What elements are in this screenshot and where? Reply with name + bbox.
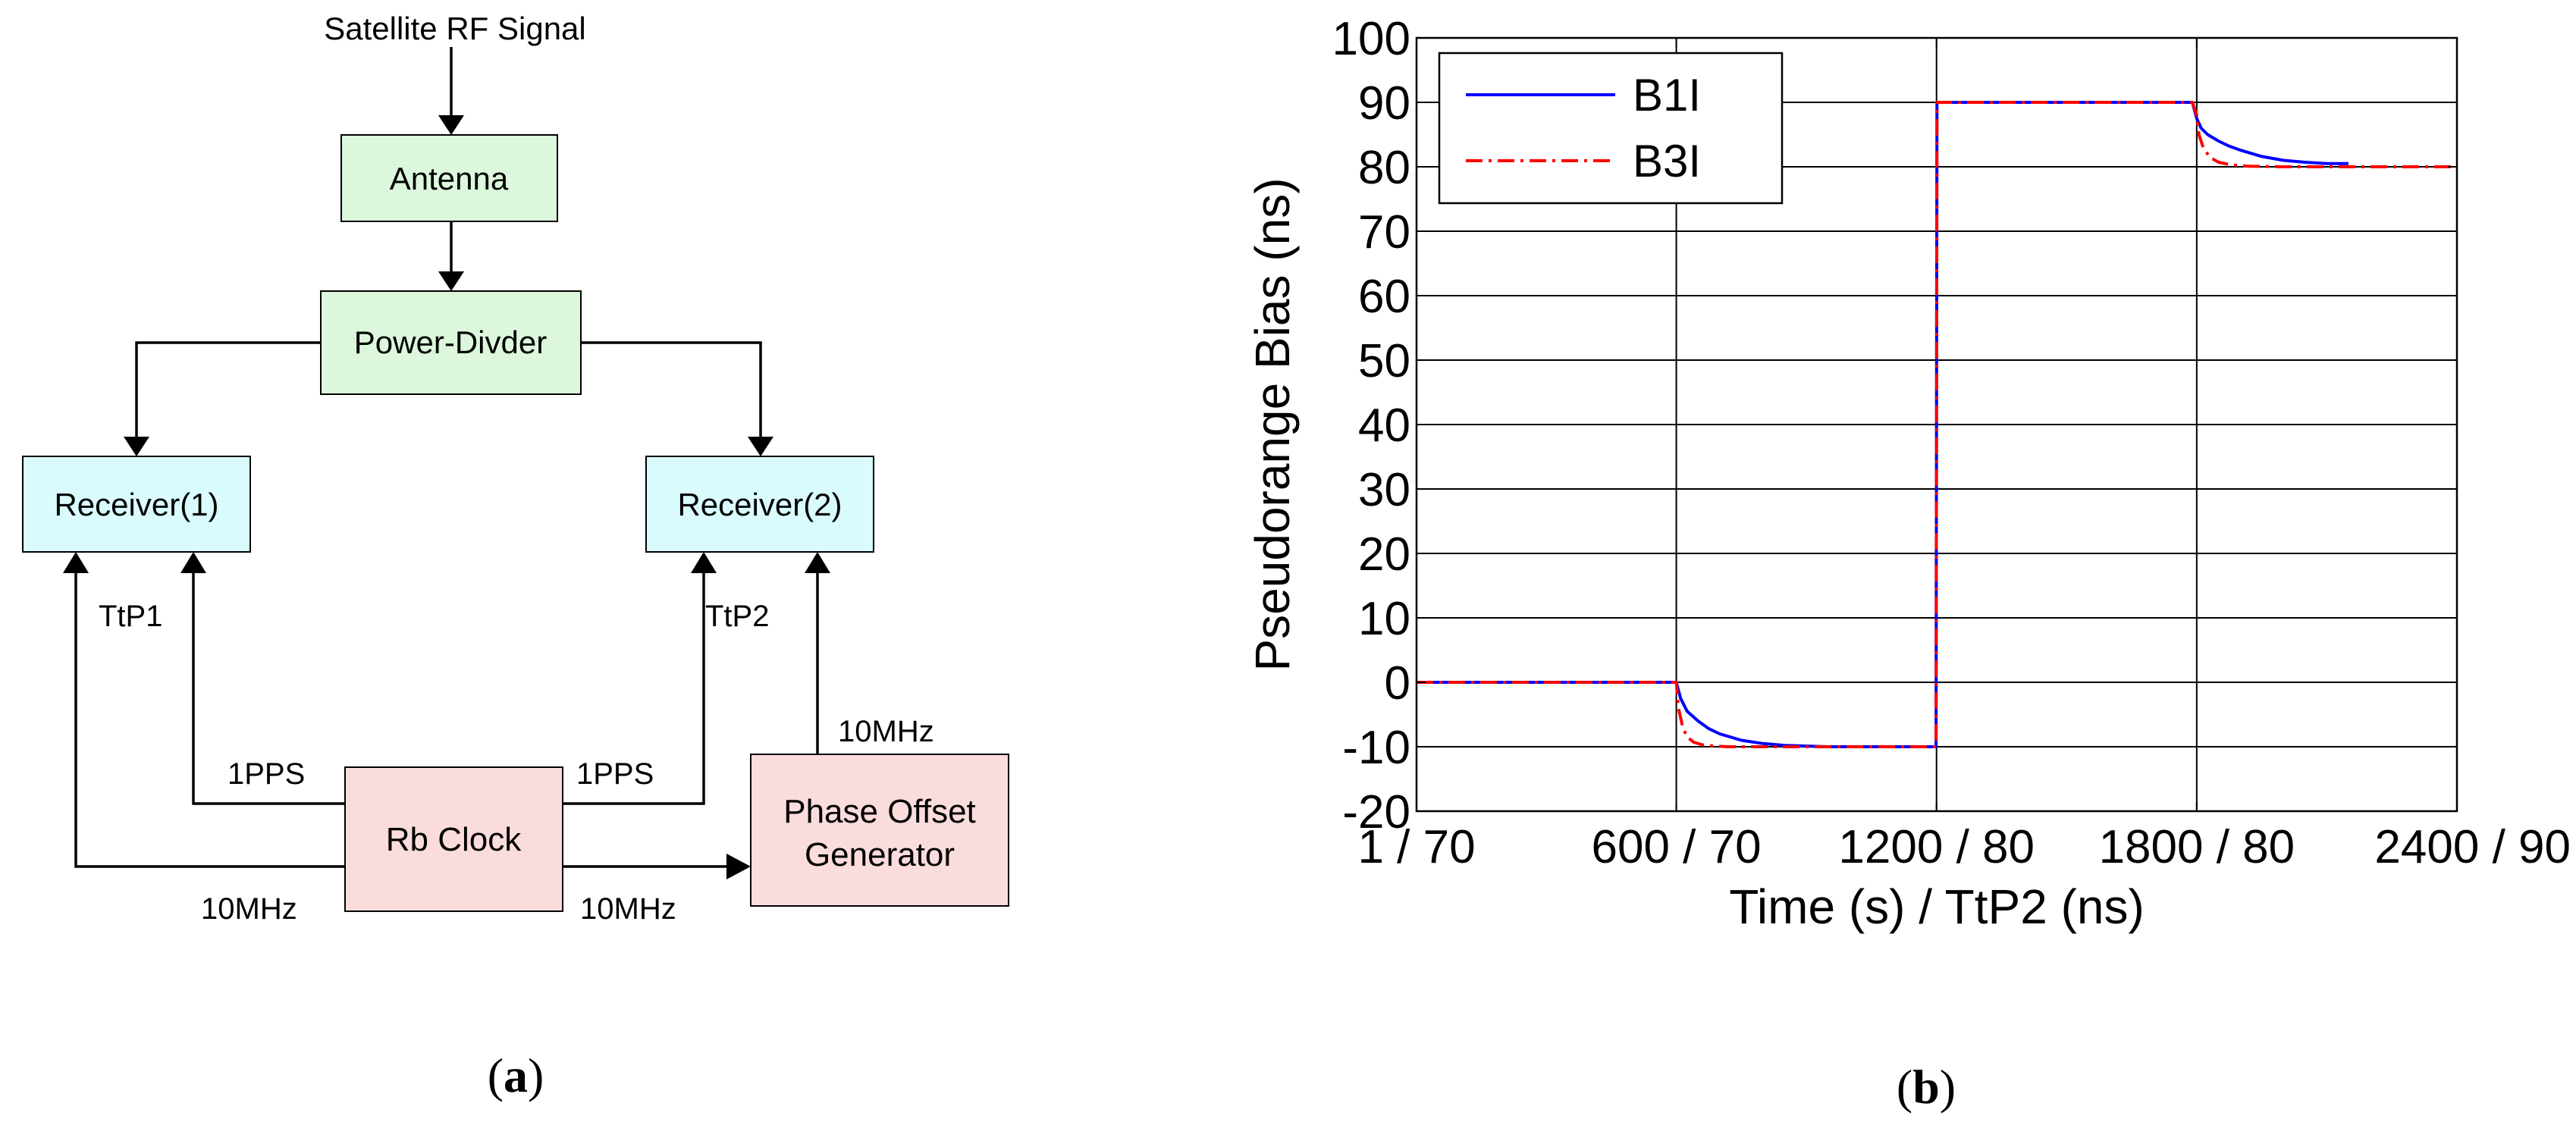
arrowhead-icon xyxy=(691,552,717,573)
arrowhead-icon xyxy=(438,271,464,291)
y-tick-label: 10 xyxy=(1358,593,1410,645)
phase-offset-label-line2: Generator xyxy=(805,836,955,873)
10mhz-top-label: 10MHz xyxy=(838,715,934,748)
connection-lines xyxy=(63,47,830,879)
y-tick-label: -20 xyxy=(1342,786,1410,838)
y-tick-label: 90 xyxy=(1358,77,1410,130)
receiver2-block: Receiver(2) xyxy=(645,456,874,553)
arrow-divider-receiver1 xyxy=(135,341,321,447)
power-divider-label: Power-Divder xyxy=(354,324,547,360)
legend-label-b1i: B1I xyxy=(1633,70,1701,121)
y-tick-label: 20 xyxy=(1358,528,1410,581)
arrowhead-icon xyxy=(805,552,830,573)
y-tick-label: -10 xyxy=(1342,722,1410,774)
arrowhead-icon xyxy=(63,552,89,573)
arrow-clock-10mhz-receiver1 xyxy=(74,563,345,868)
arrowhead-icon xyxy=(180,552,206,573)
1pps-right-label: 1PPS xyxy=(576,757,654,791)
y-tick-label: 80 xyxy=(1358,142,1410,194)
legend: B1I B3I xyxy=(1438,52,1784,205)
receiver2-label: Receiver(2) xyxy=(677,487,842,522)
x-tick-label: 2400 / 90 xyxy=(2374,821,2571,873)
x-axis-label: Time (s) / TtP2 (ns) xyxy=(1729,879,2145,934)
block-diagram: Satellite RF Signal xyxy=(22,11,1009,1102)
y-tick-label: 100 xyxy=(1332,13,1410,65)
x-tick-label: 1 / 70 xyxy=(1357,821,1475,873)
10mhz-mid-label: 10MHz xyxy=(580,892,676,926)
receiver1-label: Receiver(1) xyxy=(54,487,218,522)
axis-ticks: -20 -10 0 10 20 30 40 50 60 70 80 90 100 1 / 70 600 / … xyxy=(1332,13,2571,873)
y-tick-label: 50 xyxy=(1358,335,1410,387)
series-line-b3i xyxy=(1417,101,2457,748)
arrowhead-icon xyxy=(124,437,149,456)
arrowhead-icon xyxy=(438,115,464,135)
receiver1-block: Receiver(1) xyxy=(22,456,251,553)
rb-clock-label: Rb Clock xyxy=(386,821,522,858)
arrow-clock-1pps-receiver2 xyxy=(563,563,705,805)
series-lines xyxy=(1417,101,2457,748)
antenna-label: Antenna xyxy=(390,161,509,196)
caption-b: (b) xyxy=(1897,1060,1956,1114)
x-tick-label: 1200 / 80 xyxy=(1838,821,2035,873)
arrow-divider-receiver2 xyxy=(581,341,762,447)
arrowhead-icon xyxy=(748,437,773,456)
legend-label-b3i: B3I xyxy=(1633,136,1701,186)
10mhz-left-label: 10MHz xyxy=(201,892,297,926)
x-tick-label: 600 / 70 xyxy=(1592,821,1762,873)
rb-clock-block: Rb Clock xyxy=(344,766,563,912)
line-chart: -20 -10 0 10 20 30 40 50 60 70 80 90 100 1 / 70 600 / … xyxy=(1245,13,2571,1114)
input-signal-label: Satellite RF Signal xyxy=(324,11,586,46)
ttp2-label: TtP2 xyxy=(705,600,769,633)
y-tick-label: 40 xyxy=(1358,400,1410,452)
1pps-left-label: 1PPS xyxy=(227,757,305,791)
y-axis-label: Pseudorange Bias (ns) xyxy=(1245,177,1300,671)
legend-box xyxy=(1438,52,1784,205)
y-tick-label: 0 xyxy=(1385,657,1410,710)
y-tick-label: 60 xyxy=(1358,271,1410,323)
antenna-block: Antenna xyxy=(340,134,558,222)
ttp1-label: TtP1 xyxy=(99,600,162,633)
y-tick-label: 70 xyxy=(1358,206,1410,259)
power-divider-block: Power-Divder xyxy=(320,290,582,395)
y-tick-label: 30 xyxy=(1358,464,1410,516)
arrow-clock-1pps-receiver1 xyxy=(192,563,345,805)
arrowhead-icon xyxy=(726,854,751,879)
x-tick-label: 1800 / 80 xyxy=(2099,821,2295,873)
phase-offset-label-line1: Phase Offset xyxy=(783,793,976,830)
phase-offset-generator-block: Phase Offset Generator xyxy=(750,754,1009,907)
caption-a: (a) xyxy=(488,1048,544,1102)
